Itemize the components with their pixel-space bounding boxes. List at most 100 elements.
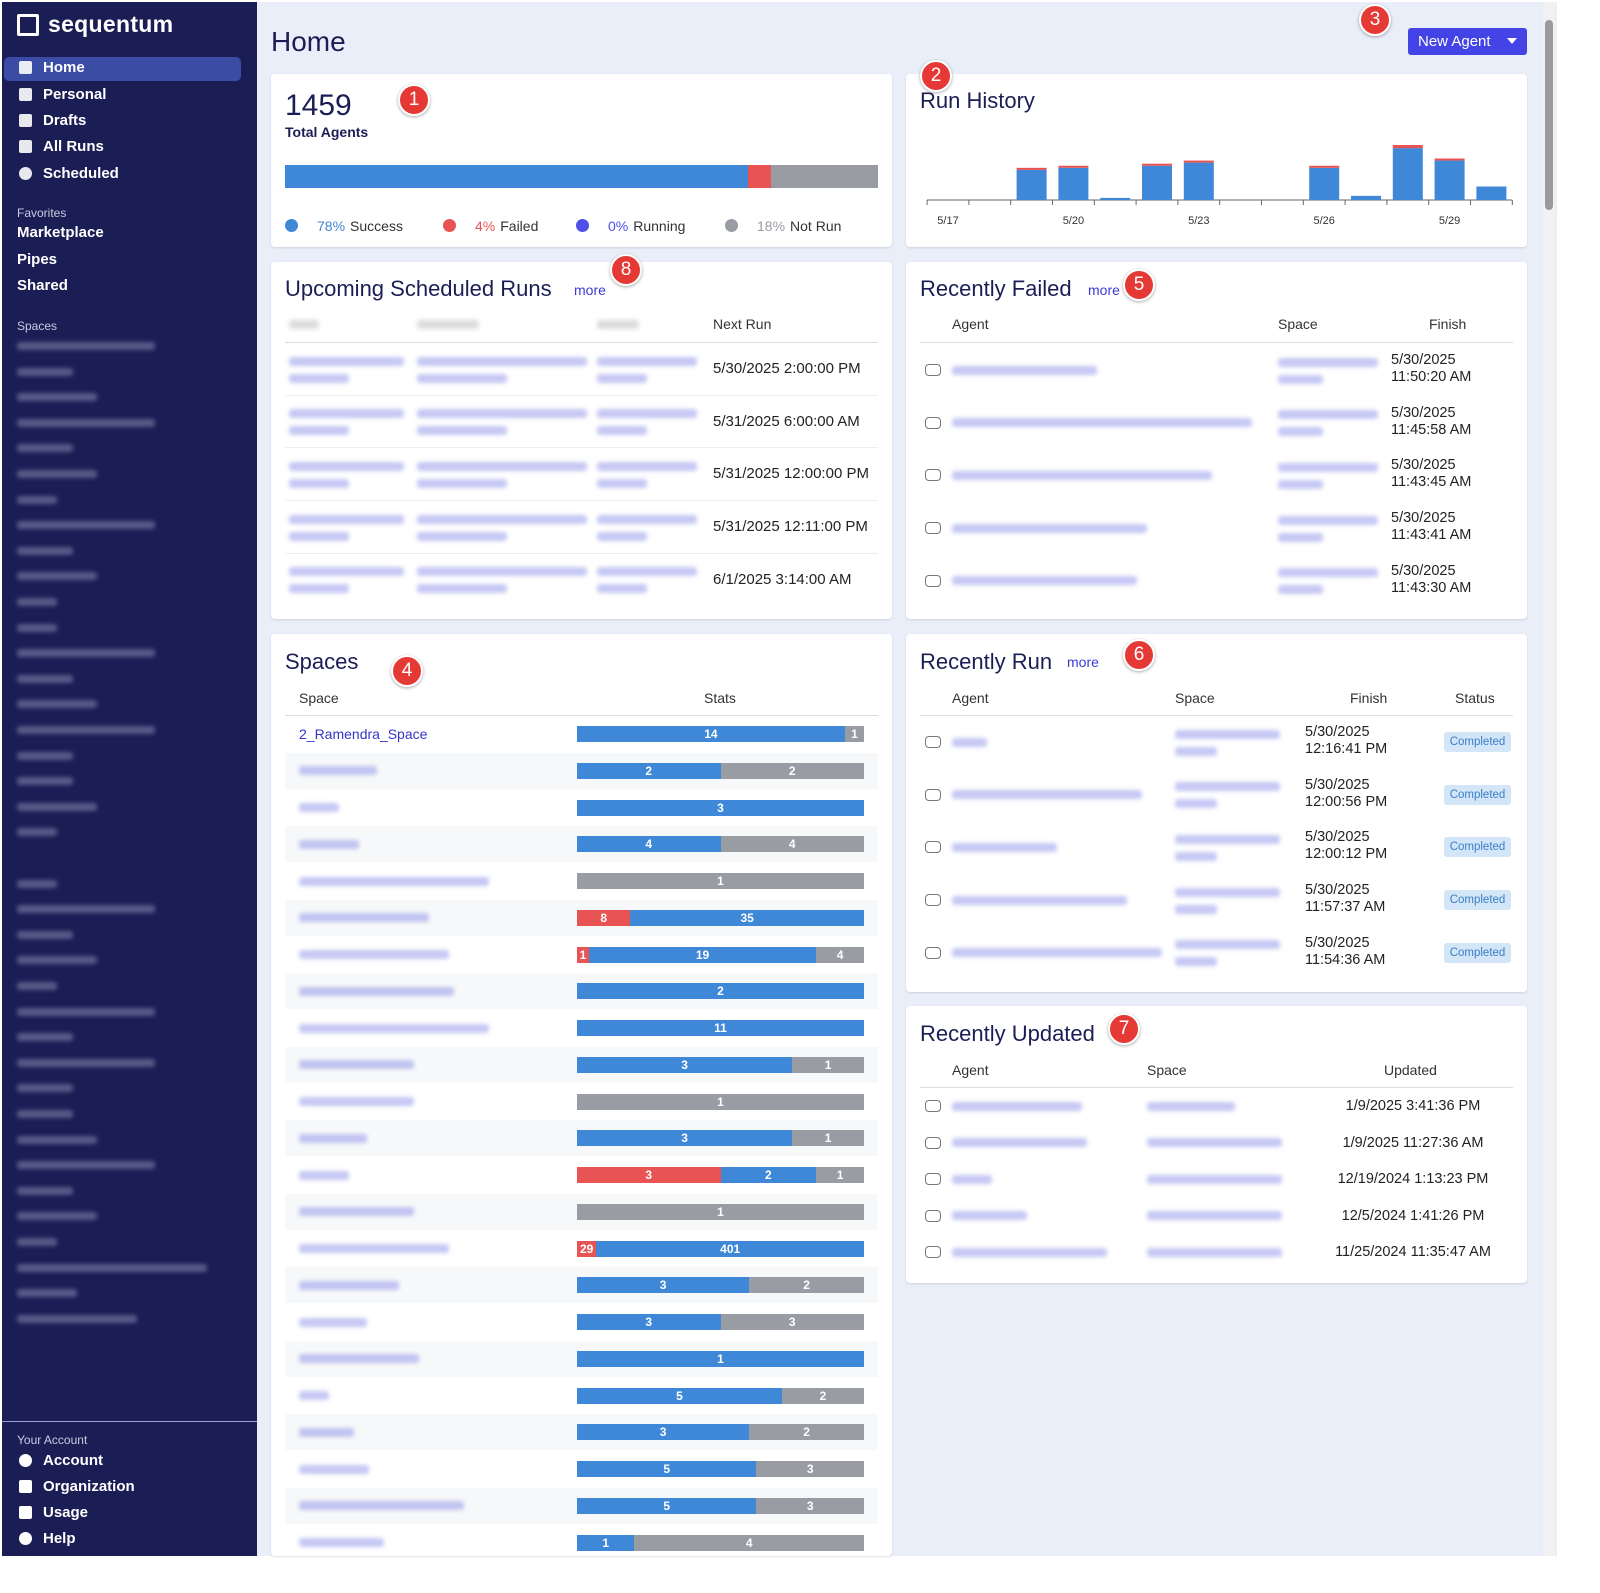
next-run: 5/31/2025 12:00:00 PM <box>713 465 869 483</box>
stat-label: 19 <box>695 947 710 962</box>
blurred-text <box>299 1207 414 1217</box>
updated-time: 11/25/2024 11:35:47 AM <box>1335 1244 1491 1260</box>
stat-segment <box>577 762 721 779</box>
blurred-text <box>17 1084 73 1093</box>
stat-segment <box>577 1497 757 1514</box>
robot-icon <box>925 574 941 587</box>
scrollbar-track <box>1543 2 1555 1556</box>
header-rule <box>920 715 1513 716</box>
legend-name: Success <box>350 218 403 234</box>
blurred-text <box>299 766 377 776</box>
space-link[interactable]: 2_Ramendra_Space <box>299 726 428 742</box>
card <box>271 262 892 619</box>
account-icon <box>19 1506 32 1519</box>
blurred-text <box>1175 957 1217 967</box>
robot-icon <box>925 788 941 801</box>
stat-segment <box>749 1424 864 1441</box>
blurred-text <box>17 930 73 939</box>
column-header: Space <box>1147 1062 1187 1078</box>
blurred-text <box>17 1110 73 1118</box>
section-title: Spaces <box>17 319 58 333</box>
blurred-text <box>1175 799 1217 809</box>
stat-segment <box>577 983 864 1000</box>
favorite-item[interactable]: Pipes <box>17 251 58 268</box>
annotation-marker: 4 <box>391 655 423 687</box>
more-link[interactable]: more <box>1088 282 1120 298</box>
stat-segment <box>720 762 864 779</box>
stat-label: 1 <box>836 1168 844 1182</box>
blurred-text <box>17 1033 73 1042</box>
legend-name: Not Run <box>790 218 842 234</box>
card <box>271 74 892 247</box>
nav-item[interactable]: Drafts <box>43 112 87 129</box>
card <box>906 74 1527 247</box>
account-item[interactable]: Organization <box>43 1478 135 1495</box>
card-title: Upcoming Scheduled Runs <box>285 276 552 301</box>
blurred-text <box>597 531 647 541</box>
card <box>906 262 1527 619</box>
blurred-text <box>597 426 647 436</box>
blurred-text <box>17 342 155 350</box>
status-badge: Completed <box>1444 890 1511 911</box>
nav-item[interactable]: Personal <box>43 86 107 103</box>
nav-item[interactable]: Home <box>43 59 85 76</box>
annotation-marker: 3 <box>1359 4 1391 36</box>
blurred-text <box>17 1314 137 1323</box>
blurred-text <box>17 521 155 530</box>
blurred-text <box>299 876 489 886</box>
column-header: Updated <box>1384 1062 1437 1078</box>
blurred-text <box>299 1023 489 1033</box>
finish-time: 5/30/2025 11:43:41 AM <box>1391 510 1472 544</box>
blurred-text <box>417 319 479 329</box>
favorite-item[interactable]: Shared <box>17 277 68 294</box>
card <box>906 634 1527 992</box>
stat-segment <box>577 1240 597 1257</box>
stat-segment <box>577 1020 864 1036</box>
blurred-text <box>17 418 155 427</box>
blurred-text <box>597 514 697 524</box>
blurred-text <box>17 1058 155 1067</box>
more-link[interactable]: more <box>574 282 606 298</box>
stat-label: 2 <box>803 1425 810 1440</box>
stat-label: 3 <box>659 1425 667 1440</box>
account-item[interactable]: Usage <box>43 1504 89 1521</box>
sidebar <box>2 2 257 1556</box>
blurred-text <box>299 1244 449 1253</box>
stat-label: 29 <box>579 1241 594 1256</box>
stat-label: 4 <box>645 837 653 852</box>
more-link[interactable]: more <box>1067 654 1099 670</box>
column-header: Finish <box>1429 316 1467 332</box>
stat-label: 3 <box>645 1168 653 1182</box>
stat-segment <box>630 909 864 926</box>
blurred-text <box>289 373 349 383</box>
blurred-text <box>597 409 697 419</box>
blurred-text <box>597 478 647 488</box>
finish-time: 5/30/2025 11:45:58 AM <box>1391 404 1472 438</box>
blurred-text <box>289 584 349 594</box>
stat-label: 1 <box>824 1131 832 1146</box>
updated-time: 1/9/2025 11:27:36 AM <box>1342 1134 1484 1151</box>
account-item[interactable]: Account <box>43 1452 103 1469</box>
nav-item[interactable]: All Runs <box>43 138 104 155</box>
button-label[interactable]: New Agent <box>1418 33 1491 50</box>
blurred-text <box>17 367 73 376</box>
progress-segment <box>747 165 772 188</box>
blurred-text <box>1175 851 1217 861</box>
blurred-text <box>17 905 155 914</box>
button-caret <box>1507 38 1517 44</box>
blurred-text <box>1278 427 1323 437</box>
favorite-item[interactable]: Marketplace <box>17 224 104 241</box>
stat-segment <box>577 1167 721 1183</box>
card-title: Recently Run <box>920 649 1053 674</box>
account-icon <box>19 1454 32 1467</box>
card <box>906 1006 1527 1283</box>
blurred-text <box>299 1427 354 1437</box>
nav-item[interactable]: Scheduled <box>43 165 119 182</box>
annotation-marker: 7 <box>1108 1013 1140 1045</box>
blurred-text <box>597 584 647 594</box>
legend-dot <box>576 219 589 232</box>
blurred-text <box>299 1280 399 1290</box>
account-item[interactable]: Help <box>43 1530 76 1547</box>
robot-icon <box>925 1246 941 1258</box>
stat-label: 2 <box>717 984 724 999</box>
